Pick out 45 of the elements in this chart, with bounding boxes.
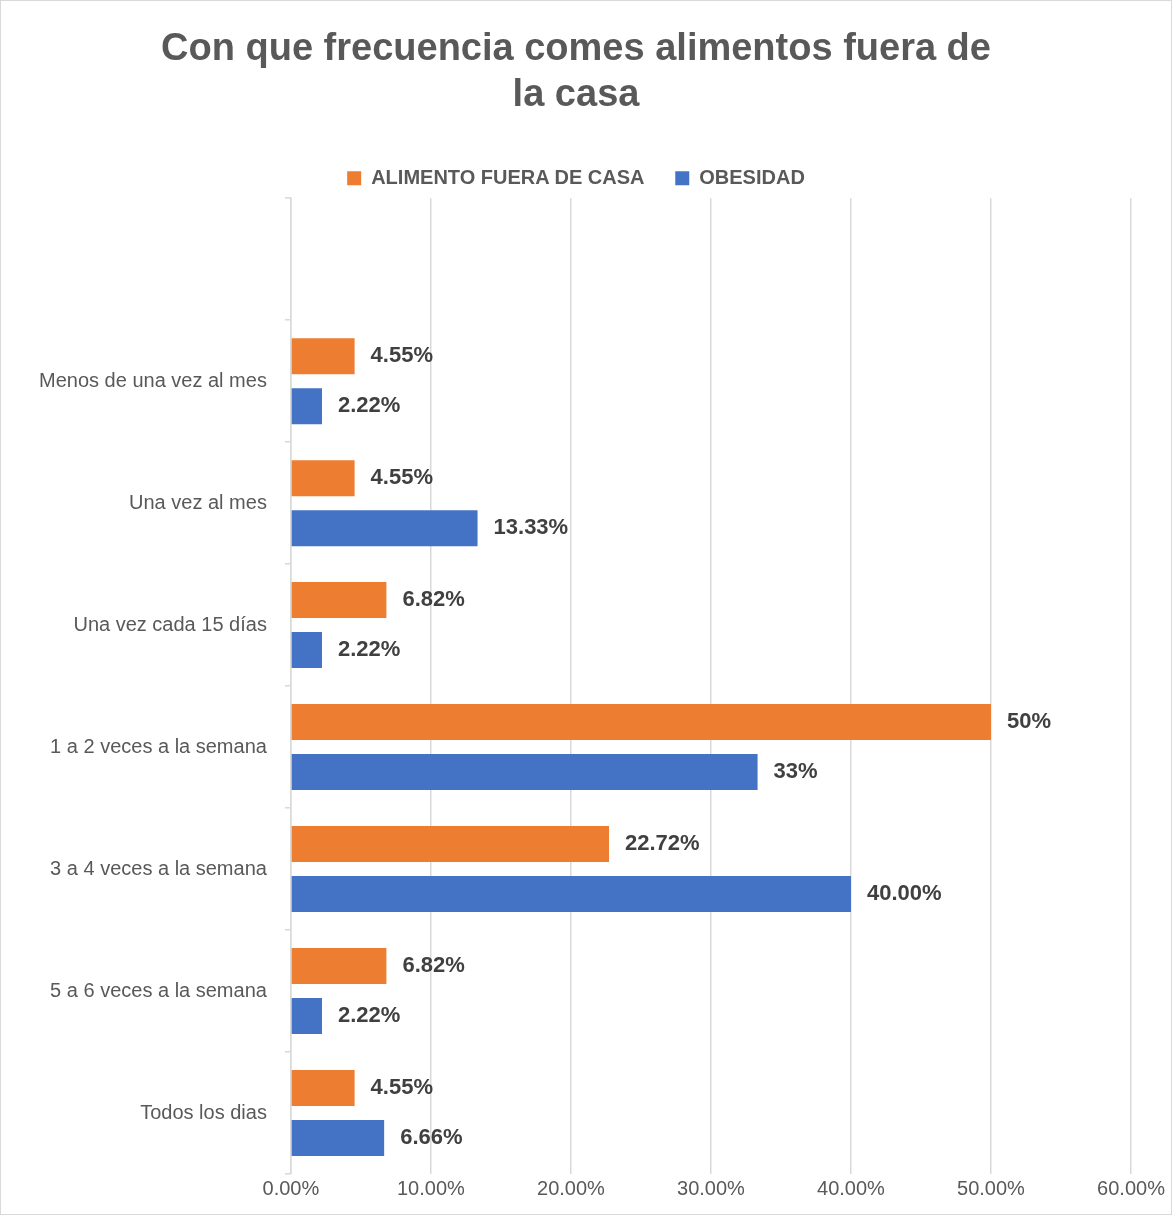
data-label: 6.82% [402, 586, 465, 612]
bar [291, 826, 610, 863]
bar [291, 998, 322, 1035]
data-label: 4.55% [370, 1074, 433, 1100]
data-label: 2.22% [337, 636, 401, 662]
bar [291, 876, 851, 913]
data-label: 4.55% [370, 464, 433, 490]
bar [291, 510, 478, 547]
data-label: 4.55% [370, 342, 433, 368]
y-tick-label: Todos los dias [140, 1100, 267, 1123]
chart-title: Con que frecuencia comes alimentos fuera de la casa [161, 26, 991, 114]
x-tick-label: 20.00% [537, 1176, 606, 1199]
x-tick-label: 50.00% [957, 1176, 1026, 1199]
x-tick-label: 60.00% [1097, 1176, 1166, 1199]
bar [291, 1120, 385, 1157]
legend-label: OBESIDAD [699, 165, 805, 188]
bar [291, 632, 322, 669]
y-tick-label: 3 a 4 veces a la semana [50, 856, 268, 879]
data-label: 40.00% [866, 880, 942, 906]
legend-label: ALIMENTO FUERA DE CASA [371, 165, 645, 188]
data-label: 13.33% [493, 514, 569, 540]
x-tick-label: 40.00% [817, 1176, 886, 1199]
y-tick-label: Una vez al mes [129, 490, 267, 513]
bar [291, 948, 387, 985]
x-tick-label: 10.00% [397, 1176, 466, 1199]
bar [291, 704, 991, 741]
data-label: 22.72% [625, 830, 700, 856]
bar [291, 1070, 355, 1107]
x-tick-label: 30.00% [677, 1176, 746, 1199]
y-tick-label: 1 a 2 veces a la semana [50, 734, 268, 757]
bar [291, 460, 355, 497]
y-tick-label: Una vez cada 15 días [73, 612, 267, 635]
data-label: 50% [1006, 708, 1052, 734]
bar [291, 338, 355, 375]
data-label: 6.66% [400, 1124, 463, 1150]
bar [291, 754, 758, 791]
bar [291, 582, 387, 619]
data-label: 33% [773, 758, 818, 784]
data-label: 2.22% [337, 392, 401, 418]
bar [291, 388, 322, 425]
y-tick-label: Menos de una vez al mes [38, 368, 267, 391]
y-tick-label: 5 a 6 veces a la semana [50, 978, 268, 1001]
data-label: 2.22% [337, 1002, 401, 1028]
data-label: 6.82% [402, 952, 465, 978]
x-tick-label: 0.00% [262, 1176, 320, 1199]
